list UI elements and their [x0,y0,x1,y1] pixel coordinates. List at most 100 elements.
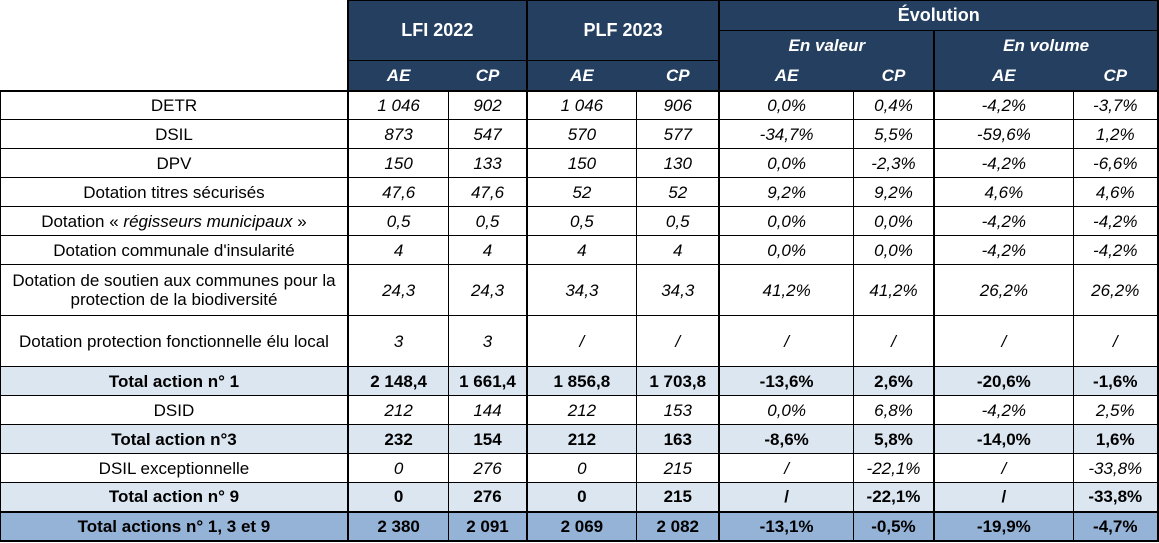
cell-vol-cp: 2,5% [1072,395,1159,425]
cell-vol-ae: -19,9% [933,510,1074,542]
subtotal-row: Total action n° 9 0 276 0 215/-22,1% / -33,8% [0,482,1159,512]
cell-vol-cp: -6,6% [1072,148,1159,178]
cell-lfi-ae: 3 [347,315,450,367]
cell-lfi-ae: 1 046 [347,89,450,120]
cell-val-ae: 0,0% [718,235,854,265]
header-plf-cp: CP [636,60,721,91]
cell-vol-ae: -4,2% [933,206,1074,236]
cell-plf-ae: 570 [526,119,638,149]
cell-plf-cp: 130 [636,148,721,178]
row-label: Total action n° 9 [0,482,349,512]
table-row: DSID 212 144 212 153 0,0% 6,8% -4,2% 2,5% [0,395,1159,425]
cell-val-ae: -34,7% [718,119,854,149]
cell-plf-ae: 150 [526,148,638,178]
cell-lfi-ae: 212 [347,395,450,425]
cell-plf-ae: 1 046 [526,89,638,120]
row-label: Dotation titres sécurisés [0,177,349,207]
cell-val-cp: -0,5% [852,510,936,542]
cell-vol-cp: -4,2% [1072,206,1159,236]
header-plf-2023: PLF 2023 [526,0,721,61]
cell-lfi-cp: 4 [448,235,528,265]
cell-plf-ae: 0 [526,453,638,483]
cell-vol-cp: / [1072,315,1159,367]
cell-val-cp: 0,0% [852,235,936,265]
cell-val-ae: -8,6% [718,424,854,454]
cell-lfi-cp: 0,5 [448,206,528,236]
cell-val-ae: 41,2% [718,264,854,316]
cell-plf-ae: 2 069 [526,510,638,542]
header-evolution: Évolution [718,0,1159,31]
cell-vol-ae: -4,2% [933,89,1074,120]
cell-plf-ae: 52 [526,177,638,207]
table-row: DSIL 873 547 570 577 -34,7% 5,5% -59,6% 1,2% [0,119,1159,149]
row-label: DSIL [0,119,349,149]
cell-vol-ae: / [933,315,1074,367]
row-label: Dotation de soutien aux communes pour la… [0,264,349,316]
cell-plf-cp: 0,5 [636,206,721,236]
cell-vol-ae: -4,2% [933,235,1074,265]
cell-vol-cp: -33,8% [1072,453,1159,483]
table-row: DSIL exceptionnelle 0 276 0 215/-22,1% / -33,8… [0,453,1159,483]
header-lfi-2022: LFI 2022 [346,0,528,61]
header-plf-ae: AE [526,60,638,91]
table-row: Dotation « régisseurs municipaux » 0,5 0,5… [0,206,1159,236]
cell-lfi-cp: 276 [448,482,528,512]
row-label: Total action n° 1 [0,366,349,396]
cell-val-cp: -2,3% [852,148,936,178]
row-label-prefix: Dotation « [41,211,124,231]
row-label-emphasis: régisseurs municipaux [123,211,293,231]
cell-vol-ae: / [933,482,1074,512]
cell-val-cp: 0,0% [852,206,936,236]
header-en-volume: En volume [933,30,1159,61]
cell-vol-ae: 4,6% [933,177,1074,207]
cell-plf-cp: 577 [636,119,721,149]
cell-lfi-ae: 47,6 [347,177,450,207]
cell-lfi-ae: 2 380 [347,510,450,542]
cell-val-ae: 0,0% [718,206,854,236]
cell-lfi-cp: 276 [448,453,528,483]
cell-val-cp: / [852,315,936,367]
cell-val-ae: 0,0% [718,89,854,120]
cell-plf-cp: 906 [636,89,721,120]
cell-vol-ae: -4,2% [933,148,1074,178]
header-corner [0,0,348,92]
row-label-suffix: » [292,211,307,231]
row-label: DETR [0,89,349,120]
row-label: Dotation protection fonctionnelle élu lo… [0,315,349,367]
header-volume-cp: CP [1072,60,1159,91]
cell-lfi-cp: 144 [448,395,528,425]
cell-plf-cp: 215 [636,482,721,512]
cell-val-ae: 0,0% [718,395,854,425]
cell-plf-ae: 34,3 [526,264,638,316]
cell-val-cp: 5,5% [852,119,936,149]
header-valeur-cp: CP [852,60,936,91]
cell-lfi-cp: 47,6 [448,177,528,207]
row-label: Total actions n° 1, 3 et 9 [0,510,349,542]
table-row: DETR 1 046 902 1 046 906 0,0% 0,4% -4,2% -3,7% [0,89,1159,120]
cell-lfi-cp: 3 [448,315,528,367]
row-label: DSIL exceptionnelle [0,453,349,483]
cell-vol-cp: 1,6% [1072,424,1159,454]
cell-vol-ae: -59,6% [933,119,1074,149]
row-label: DPV [0,148,349,178]
cell-vol-cp: 4,6% [1072,177,1159,207]
row-label: Total action n°3 [0,424,349,454]
cell-lfi-ae: 873 [347,119,450,149]
cell-val-cp: 41,2% [852,264,936,316]
row-label: DSID [0,395,349,425]
header-lfi-cp: CP [448,60,528,91]
cell-val-cp: 5,8% [852,424,936,454]
cell-lfi-ae: 0 [347,482,450,512]
cell-val-cp: -22,1% [852,482,936,512]
cell-val-ae: -13,1% [718,510,854,542]
cell-lfi-ae: 0,5 [347,206,450,236]
header-valeur-ae: AE [718,60,854,91]
cell-vol-ae: 26,2% [933,264,1074,316]
cell-plf-ae: 0 [526,482,638,512]
cell-val-cp: 6,8% [852,395,936,425]
table-row: Dotation titres sécurisés 47,6 47,6 52 52 9,2… [0,177,1159,207]
cell-plf-ae: 4 [526,235,638,265]
cell-vol-ae: -14,0% [933,424,1074,454]
cell-lfi-cp: 902 [448,89,528,120]
